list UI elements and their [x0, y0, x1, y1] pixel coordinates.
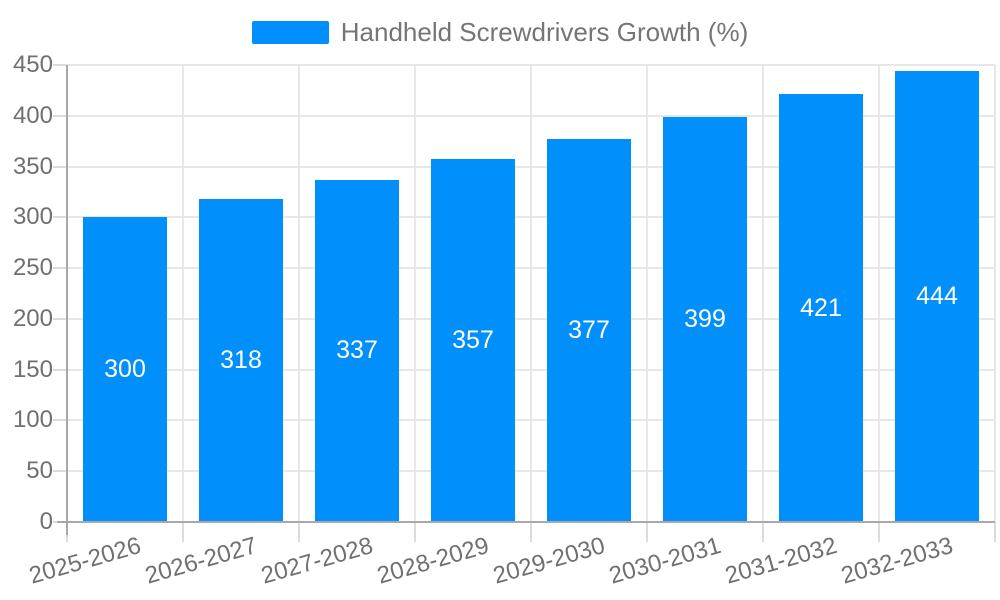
y-axis-line: [66, 65, 68, 535]
x-gridline: [878, 65, 880, 522]
bar: 399: [663, 116, 747, 522]
y-axis-tick: [53, 216, 67, 219]
x-axis-tick: [878, 522, 880, 542]
bar-value-label: 444: [916, 282, 958, 311]
x-axis-tick: [646, 522, 648, 542]
bar: 357: [431, 159, 515, 522]
y-axis-label: 50: [26, 457, 53, 485]
x-axis-tick: [530, 522, 532, 542]
x-gridline: [762, 65, 764, 522]
y-axis-tick: [53, 368, 67, 371]
bar: 318: [199, 199, 283, 522]
y-axis-tick: [53, 64, 67, 66]
x-axis-tick: [762, 522, 764, 542]
y-axis-tick: [53, 165, 67, 168]
x-gridline: [646, 65, 648, 522]
x-axis-tick: [414, 522, 416, 542]
bar: 300: [83, 217, 167, 522]
legend-marker-icon: [251, 20, 329, 44]
x-gridline: [994, 65, 996, 522]
x-axis-label: 2028-2029: [374, 532, 493, 590]
y-axis-tick: [53, 114, 67, 117]
y-axis-tick: [53, 317, 67, 320]
bar-value-label: 357: [452, 326, 494, 355]
bar-value-label: 300: [104, 355, 146, 384]
y-axis-label: 450: [12, 51, 53, 78]
y-axis-tick: [53, 419, 67, 422]
y-axis-label: 350: [12, 152, 53, 180]
bar-value-label: 421: [800, 293, 842, 322]
x-axis-line: [57, 521, 995, 523]
x-axis-label: 2030-2031: [606, 532, 725, 590]
bar-value-label: 337: [336, 336, 378, 365]
x-gridline: [298, 65, 300, 522]
x-axis-tick: [298, 522, 300, 542]
bar: 337: [315, 179, 399, 522]
plot-area: 300 318 337 357 377 399 421 444: [53, 64, 996, 542]
bar: 421: [779, 94, 863, 522]
x-axis-label: 2032-2033: [838, 532, 957, 590]
bar: 444: [895, 71, 979, 522]
bar-value-label: 399: [684, 304, 726, 333]
y-axis-label: 400: [12, 101, 53, 129]
x-axis-label: 2029-2030: [490, 532, 609, 590]
y-axis-label: 150: [12, 355, 53, 383]
x-gridline: [182, 65, 184, 522]
bar-value-label: 318: [220, 346, 262, 375]
bar-value-label: 377: [568, 316, 610, 345]
legend-label: Handheld Screwdrivers Growth (%): [340, 16, 749, 47]
x-axis-label: 2026-2027: [142, 532, 261, 590]
legend[interactable]: Handheld Screwdrivers Growth (%): [0, 14, 1000, 50]
x-gridline: [530, 65, 532, 522]
y-axis-tick: [53, 470, 67, 473]
y-axis-label: 300: [12, 203, 53, 231]
x-axis-label: 2025-2026: [26, 532, 145, 590]
x-gridline: [414, 65, 416, 522]
x-axis-label: 2031-2032: [722, 532, 841, 590]
y-axis-label: 250: [12, 254, 53, 282]
x-axis-label: 2027-2028: [258, 532, 377, 590]
y-axis-label: 0: [39, 508, 53, 535]
y-axis-label: 100: [12, 406, 53, 434]
x-axis-tick: [994, 522, 996, 542]
bar: 377: [547, 139, 631, 522]
y-axis-tick: [53, 267, 67, 270]
x-axis-tick: [182, 522, 184, 542]
y-axis-label: 200: [12, 304, 53, 332]
